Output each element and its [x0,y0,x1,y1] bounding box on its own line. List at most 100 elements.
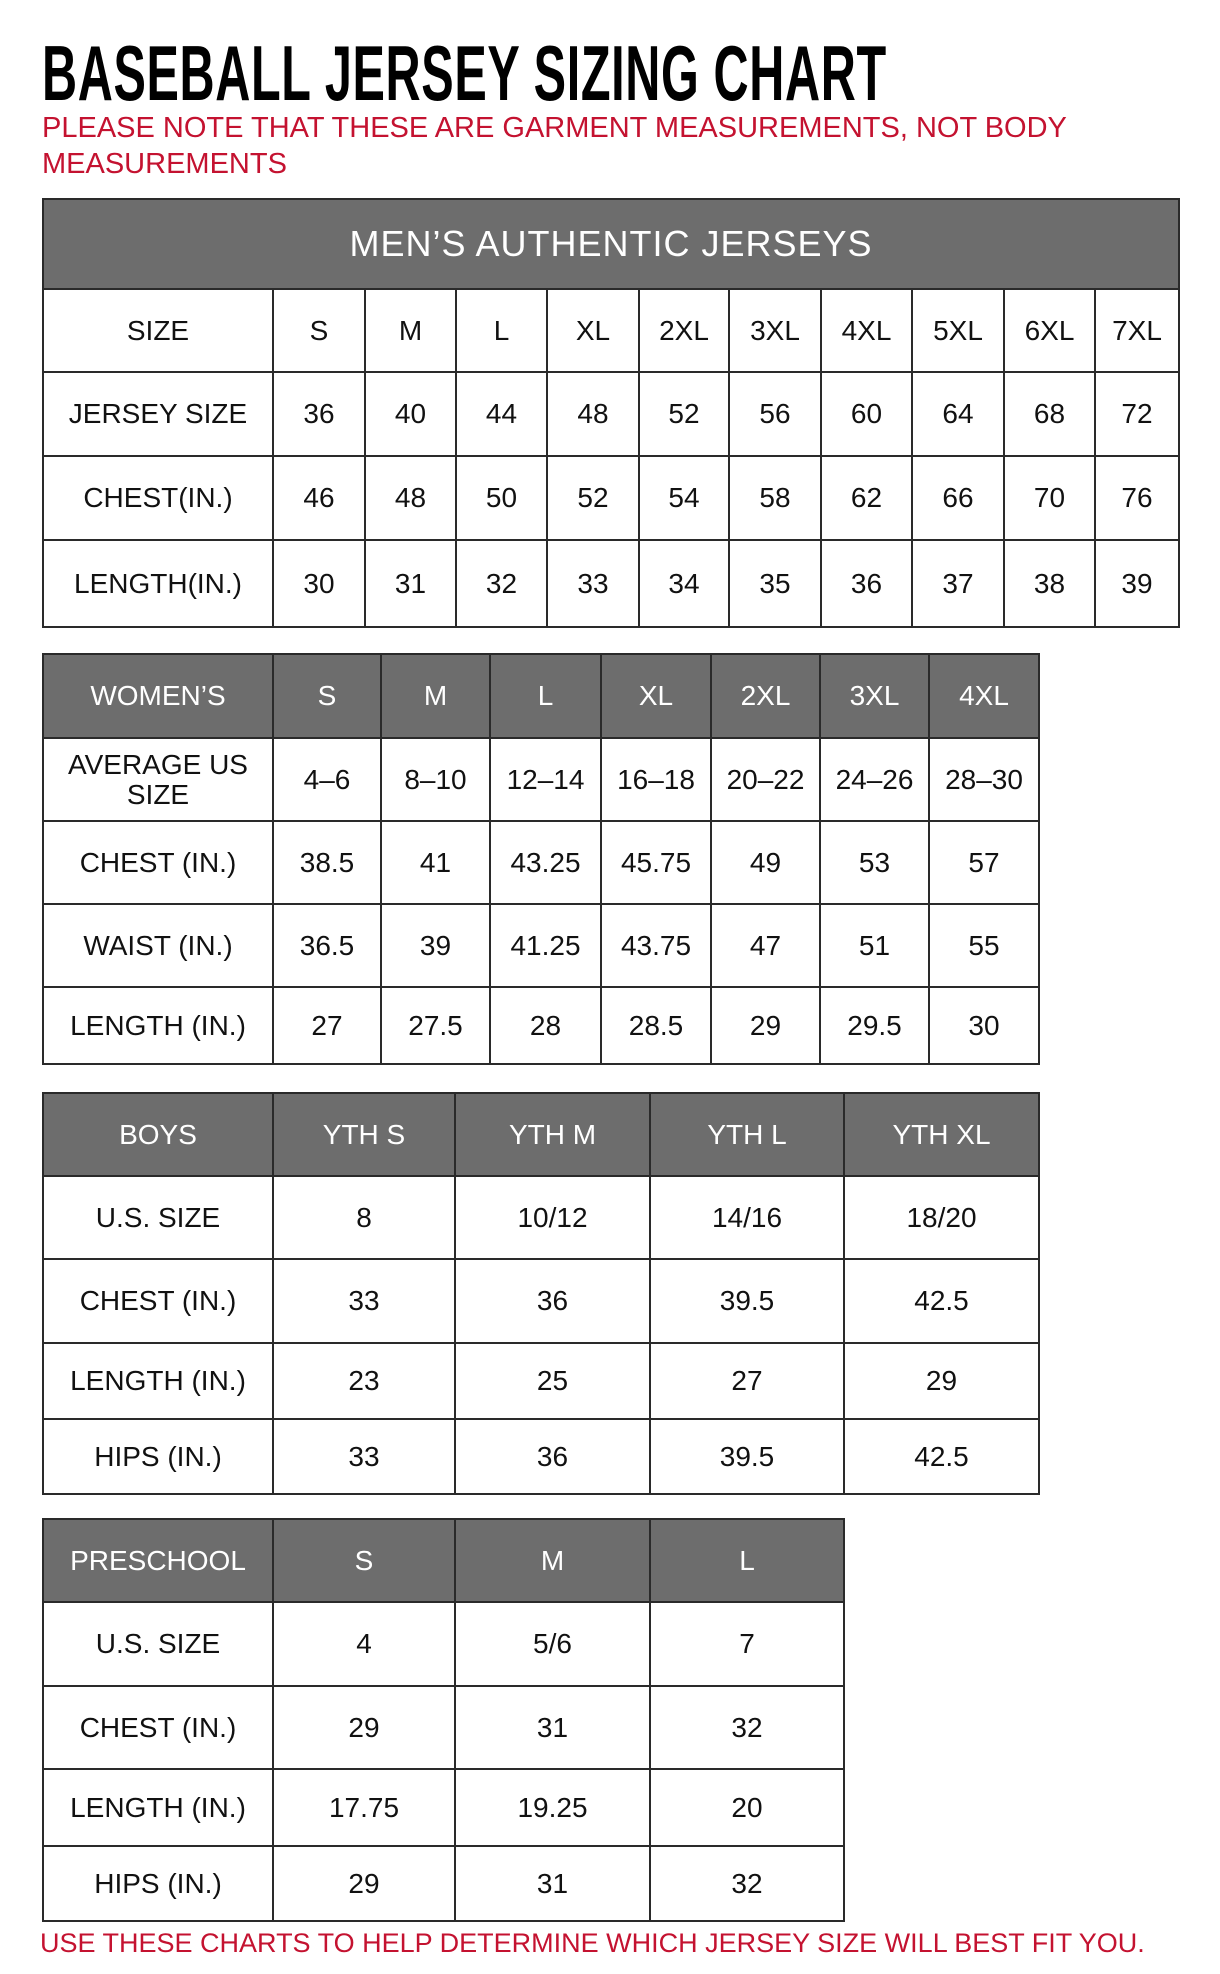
size-column-header: S [272,288,366,373]
garment-measurement-note: PLEASE NOTE THAT THESE ARE GARMENT MEASU… [42,112,1067,180]
womens-size-table: WOMEN’S S M L XL 2XL 3XL 4XL AVERAGE US SIZE 4–6 8… [42,653,1040,1065]
measurement-cell: 8 [272,1175,456,1260]
measurement-cell: 76 [1093,455,1181,541]
size-column-header: XL [546,288,640,373]
table-row: LENGTH (IN.) 27 27.5 28 28.5 29 29.5 30 [42,986,1040,1065]
measurement-cell: 72 [1093,371,1181,457]
measurement-cell: 34 [638,539,730,628]
size-column-header: XL [600,653,712,739]
measurement-cell: 35 [728,539,822,628]
measurement-cell: 42.5 [843,1418,1040,1495]
measurement-cell: 38.5 [272,820,382,905]
size-column-header: M [364,288,457,373]
table-header-row: SIZE S M L XL 2XL 3XL 4XL 5XL 6XL 7XL [42,288,1181,373]
measurement-cell: 46 [272,455,366,541]
boys-size-table: BOYS YTH S YTH M YTH L YTH XL U.S. SIZE 8 10/12… [42,1092,1040,1495]
table-header-row: WOMEN’S S M L XL 2XL 3XL 4XL [42,653,1040,739]
measurement-cell: 28–30 [928,737,1040,822]
table-row: CHEST(IN.) 46 48 50 52 54 58 62 66 70 76 [42,455,1181,541]
measurement-cell: 31 [364,539,457,628]
measurement-cell: 52 [638,371,730,457]
measurement-cell: 39 [1093,539,1181,628]
table-row: LENGTH (IN.) 23 25 27 29 [42,1342,1040,1420]
size-column-header: 5XL [911,288,1005,373]
table-header-label: SIZE [42,288,274,373]
table-row: JERSEY SIZE 36 40 44 48 52 56 60 64 68 72 [42,371,1181,457]
measurement-cell: 30 [928,986,1040,1065]
measurement-cell: 31 [454,1685,651,1770]
measurement-cell: 23 [272,1342,456,1420]
measurement-cell: 27 [272,986,382,1065]
measurement-cell: 56 [728,371,822,457]
row-label: U.S. SIZE [42,1601,274,1687]
row-label: CHEST(IN.) [42,455,274,541]
measurement-cell: 43.75 [600,903,712,988]
table-row: CHEST (IN.) 38.5 41 43.25 45.75 49 53 57 [42,820,1040,905]
table-row: AVERAGE US SIZE 4–6 8–10 12–14 16–18 20–22 24–… [42,737,1040,822]
table-row: HIPS (IN.) 33 36 39.5 42.5 [42,1418,1040,1495]
measurement-cell: 16–18 [600,737,712,822]
measurement-cell: 31 [454,1845,651,1922]
measurement-cell: 38 [1003,539,1096,628]
size-column-header: YTH L [649,1092,845,1177]
measurement-cell: 60 [820,371,913,457]
measurement-cell: 64 [911,371,1005,457]
size-column-header: 3XL [819,653,930,739]
row-label: LENGTH (IN.) [42,1768,274,1847]
measurement-cell: 43.25 [489,820,602,905]
size-column-header: 4XL [820,288,913,373]
measurement-cell: 33 [546,539,640,628]
size-column-header: YTH XL [843,1092,1040,1177]
measurement-cell: 27.5 [380,986,491,1065]
measurement-cell: 30 [272,539,366,628]
row-label: CHEST (IN.) [42,1258,274,1344]
size-column-header: YTH S [272,1092,456,1177]
measurement-cell: 29 [272,1845,456,1922]
row-label: HIPS (IN.) [42,1845,274,1922]
measurement-cell: 4–6 [272,737,382,822]
measurement-cell: 29 [710,986,821,1065]
table-header-row: PRESCHOOL S M L [42,1518,845,1603]
measurement-cell: 68 [1003,371,1096,457]
measurement-cell: 32 [649,1685,845,1770]
table-header-label: PRESCHOOL [42,1518,274,1603]
measurement-cell: 19.25 [454,1768,651,1847]
size-column-header: M [454,1518,651,1603]
measurement-cell: 42.5 [843,1258,1040,1344]
measurement-cell: 48 [546,371,640,457]
measurement-cell: 37 [911,539,1005,628]
table-row: LENGTH (IN.) 17.75 19.25 20 [42,1768,845,1847]
row-label: CHEST (IN.) [42,1685,274,1770]
size-column-header: 4XL [928,653,1040,739]
measurement-cell: 40 [364,371,457,457]
table-row: HIPS (IN.) 29 31 32 [42,1845,845,1922]
table-row: U.S. SIZE 8 10/12 14/16 18/20 [42,1175,1040,1260]
measurement-cell: 17.75 [272,1768,456,1847]
measurement-cell: 62 [820,455,913,541]
measurement-cell: 45.75 [600,820,712,905]
measurement-cell: 12–14 [489,737,602,822]
measurement-cell: 53 [819,820,930,905]
mens-size-table: MEN’S AUTHENTIC JERSEYS SIZE S M L XL 2XL 3XL 4X… [41,198,1181,628]
measurement-cell: 57 [928,820,1040,905]
measurement-cell: 20–22 [710,737,821,822]
measurement-cell: 36 [820,539,913,628]
measurement-cell: 39 [380,903,491,988]
measurement-cell: 41.25 [489,903,602,988]
measurement-cell: 39.5 [649,1258,845,1344]
table-header-row: BOYS YTH S YTH M YTH L YTH XL [42,1092,1040,1177]
size-column-header: 7XL [1093,288,1181,373]
page-title: BASEBALL JERSEY SIZING CHART [42,29,887,117]
measurement-cell: 4 [272,1601,456,1687]
measurement-cell: 29 [272,1685,456,1770]
measurement-cell: 52 [546,455,640,541]
table-title: MEN’S AUTHENTIC JERSEYS [41,198,1181,290]
preschool-size-table: PRESCHOOL S M L U.S. SIZE 4 5/6 7 CHEST (IN.) 29 3… [42,1518,845,1922]
size-column-header: S [272,1518,456,1603]
measurement-cell: 41 [380,820,491,905]
row-label: JERSEY SIZE [42,371,274,457]
measurement-cell: 24–26 [819,737,930,822]
measurement-cell: 32 [455,539,548,628]
measurement-cell: 54 [638,455,730,541]
table-row: WAIST (IN.) 36.5 39 41.25 43.75 47 51 55 [42,903,1040,988]
